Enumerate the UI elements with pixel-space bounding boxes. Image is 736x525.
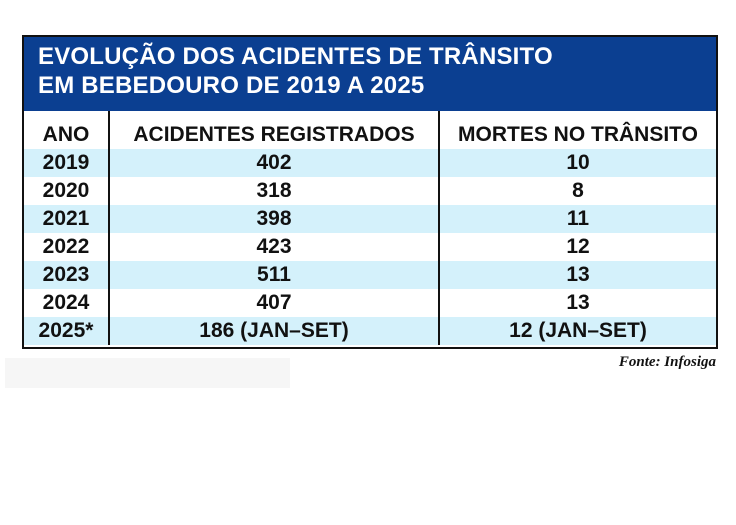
table-title: EVOLUÇÃO DOS ACIDENTES DE TRÂNSITO EM BE… (24, 37, 716, 111)
accidents-cell: 423 (109, 233, 440, 261)
title-line-2: EM BEBEDOURO DE 2019 A 2025 (38, 72, 425, 99)
data-table: ANO ACIDENTES REGISTRADOS MORTES NO TRÂN… (24, 111, 716, 345)
background-smudge (5, 358, 290, 388)
accidents-cell: 407 (109, 289, 440, 317)
accidents-cell: 398 (109, 205, 440, 233)
title-line-1: EVOLUÇÃO DOS ACIDENTES DE TRÂNSITO (38, 43, 553, 70)
column-header-deaths: MORTES NO TRÂNSITO (458, 123, 698, 146)
table-row: 2020 318 8 (24, 177, 716, 205)
deaths-cell: 13 (566, 291, 590, 314)
table-row: 2021 398 11 (24, 205, 716, 233)
column-header-year: ANO (24, 111, 110, 149)
year-cell: 2024 (24, 289, 110, 317)
table-row: 2025* 186 (JAN–SET) 12 (JAN–SET) (24, 317, 716, 345)
table-frame: EVOLUÇÃO DOS ACIDENTES DE TRÂNSITO EM BE… (22, 35, 718, 349)
deaths-cell: 12 (JAN–SET) (439, 317, 716, 345)
deaths-cell: 12 (566, 235, 590, 258)
accidents-cell: 186 (JAN–SET) (109, 317, 440, 345)
deaths-cell: 8 (572, 179, 584, 202)
column-header-accidents: ACIDENTES REGISTRADOS (109, 111, 440, 149)
table-row: 2023 511 13 (24, 261, 716, 289)
year-cell: 2023 (24, 261, 110, 289)
table-row: 2022 423 12 (24, 233, 716, 261)
header-row: ANO ACIDENTES REGISTRADOS MORTES NO TRÂN… (24, 111, 716, 149)
table-row: 2019 402 10 (24, 149, 716, 177)
deaths-cell: 13 (439, 261, 716, 289)
year-cell: 2021 (24, 205, 110, 233)
accidents-cell: 318 (109, 177, 440, 205)
source-note: Fonte: Infosiga (618, 354, 716, 370)
year-cell: 2019 (24, 149, 110, 177)
table-row: 2024 407 13 (24, 289, 716, 317)
deaths-cell: 11 (439, 205, 716, 233)
year-cell: 2022 (24, 233, 110, 261)
accidents-cell: 511 (109, 261, 440, 289)
year-cell: 2025* (24, 317, 110, 345)
accidents-cell: 402 (109, 149, 440, 177)
year-cell: 2020 (24, 177, 110, 205)
deaths-cell: 10 (439, 149, 716, 177)
